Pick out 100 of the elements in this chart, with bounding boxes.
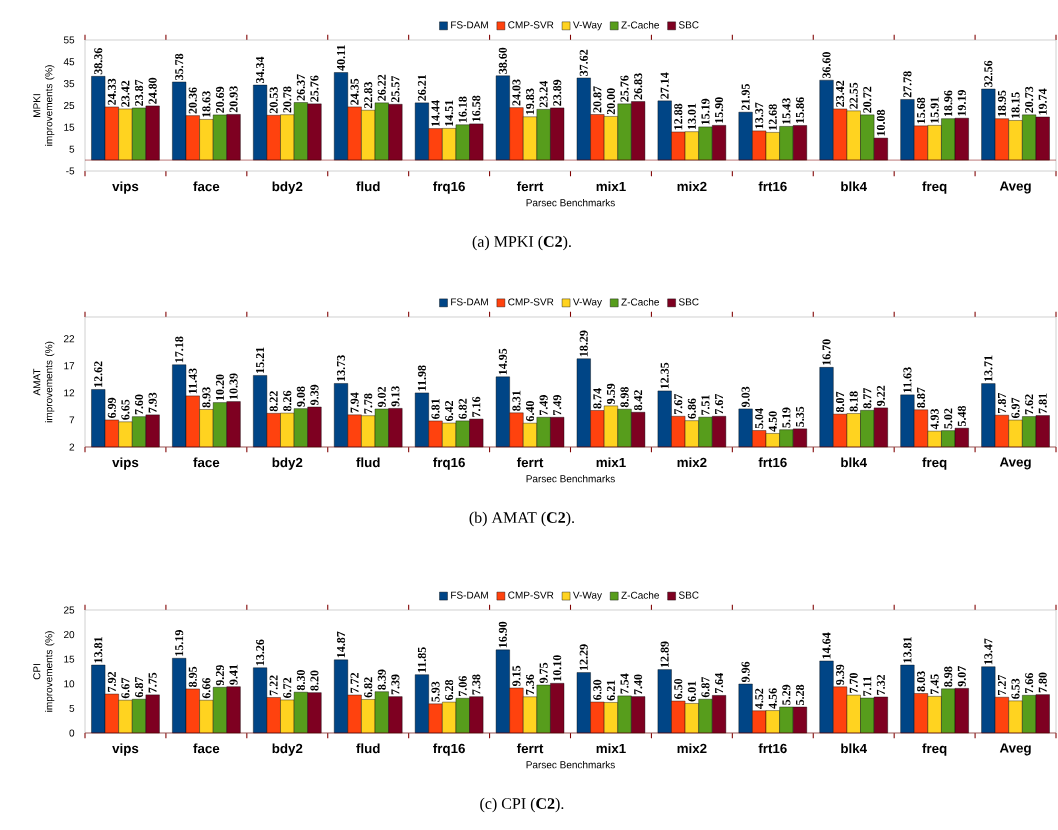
x-tick-label: mix1 — [596, 457, 626, 468]
data-label: 8.22 — [269, 391, 278, 412]
data-label: 10.10 — [553, 655, 562, 681]
data-label: 40.11 — [336, 45, 346, 71]
data-label: 5.04 — [755, 408, 764, 429]
data-label: 6.72 — [283, 677, 292, 698]
data-label: 9.22 — [876, 385, 885, 406]
data-label: 13.26 — [256, 639, 265, 666]
data-label: 7.81 — [1038, 393, 1047, 414]
data-label: 9.59 — [606, 383, 616, 404]
data-label: 25.76 — [310, 75, 319, 102]
data-label: 15.90 — [714, 97, 724, 123]
x-tick-label: Aveg — [999, 743, 1031, 756]
data-label: 8.98 — [944, 666, 953, 687]
data-label: 4.52 — [755, 688, 764, 709]
x-tick-label: flud — [356, 743, 380, 754]
y-tick-label: 55 — [63, 36, 75, 44]
data-label: 23.24 — [539, 80, 548, 108]
data-label: 5.35 — [795, 406, 805, 427]
data-label: 10.39 — [229, 373, 238, 399]
x-tick-label: ferrt — [516, 743, 544, 754]
data-label: 9.02 — [377, 386, 386, 408]
text: (b) AMAT (C2). — [469, 511, 574, 527]
data-label: 15.21 — [256, 347, 265, 373]
x-tick-label: ferrt — [516, 457, 544, 468]
data-label: 8.87 — [916, 387, 926, 408]
data-label: 5.02 — [944, 408, 953, 429]
data-label: 7.45 — [930, 674, 939, 695]
data-label: 6.99 — [107, 397, 116, 418]
data-label: 8.39 — [377, 669, 386, 690]
data-label: 13.47 — [984, 638, 993, 665]
data-label: 6.86 — [687, 398, 696, 419]
data-label: 6.01 — [687, 681, 696, 702]
data-label: 20.72 — [863, 86, 872, 113]
x-tick-label: Aveg — [999, 457, 1031, 470]
data-label: 6.82 — [364, 677, 373, 698]
y-tick-label: 25 — [63, 606, 75, 614]
data-label: 23.87 — [134, 79, 144, 106]
data-label: 7.64 — [715, 673, 724, 694]
data-label: 9.96 — [741, 661, 750, 683]
data-label: 24.33 — [107, 78, 116, 105]
x-tick-label: frq16 — [433, 457, 465, 470]
data-label: 6.21 — [606, 680, 616, 701]
data-label: 6.97 — [1011, 397, 1020, 419]
x-tick-label: blk4 — [841, 743, 867, 754]
data-label: 6.81 — [431, 398, 440, 419]
data-label: 14.44 — [431, 100, 440, 126]
data-label: 18.96 — [944, 90, 953, 117]
data-label: 7.22 — [269, 675, 278, 696]
data-label: 10.20 — [215, 374, 225, 401]
y-tick-label: 35 — [63, 80, 75, 88]
data-label: 25.76 — [620, 75, 629, 102]
data-label: 20.87 — [593, 86, 602, 113]
data-label: 7.66 — [1025, 673, 1034, 694]
legend-label: SBC — [678, 21, 699, 29]
data-label: 7.70 — [849, 672, 858, 693]
data-label: 6.66 — [202, 677, 211, 699]
x-tick-label: freq — [922, 181, 947, 194]
legend-label: Z-Cache — [621, 21, 659, 29]
legend-label: CMP-SVR — [508, 298, 554, 306]
data-label: 26.83 — [634, 73, 643, 100]
data-label: 6.87 — [134, 676, 144, 698]
data-label: 12.89 — [660, 641, 669, 668]
x-tick-label: flud — [356, 457, 380, 468]
data-label: 13.37 — [755, 102, 764, 129]
y-tick-label: 2 — [69, 443, 75, 451]
data-label: 14.51 — [445, 100, 454, 126]
y-tick-label: 20 — [63, 631, 75, 639]
data-label: 16.58 — [472, 95, 481, 122]
data-label: 9.75 — [539, 662, 548, 684]
data-label: 17.18 — [175, 336, 184, 363]
x-tick-label: blk4 — [841, 457, 867, 468]
data-label: 7.87 — [997, 392, 1007, 413]
data-label: 38.60 — [498, 47, 507, 74]
data-label: 10.08 — [876, 109, 885, 136]
data-label: 24.80 — [148, 77, 157, 104]
data-label: 8.30 — [296, 670, 305, 691]
data-label: 18.29 — [579, 330, 588, 357]
x-tick-label: flud — [356, 181, 380, 192]
x-tick-label: face — [193, 457, 220, 468]
data-label: 8.03 — [916, 671, 926, 692]
data-label: 7.38 — [472, 674, 481, 695]
legend-label: CMP-SVR — [508, 591, 554, 599]
data-label: 7.92 — [107, 671, 116, 692]
data-label: 4.93 — [930, 408, 939, 430]
data-label: 6.87 — [701, 676, 710, 698]
data-label: 14.95 — [498, 348, 507, 375]
data-label: 24.35 — [350, 78, 359, 105]
x-tick-label: freq — [922, 743, 947, 756]
x-tick-label: mix1 — [596, 743, 626, 754]
data-label: 18.15 — [1011, 92, 1020, 118]
data-label: 14.64 — [822, 632, 831, 659]
x-tick-label: mix1 — [596, 181, 626, 192]
data-label: 5.93 — [431, 681, 440, 702]
data-label: 23.42 — [121, 80, 130, 107]
data-label: 8.77 — [863, 388, 872, 409]
legend-label: FS-DAM — [451, 591, 488, 599]
data-label: 7.62 — [1025, 394, 1034, 415]
data-label: 20.36 — [188, 87, 197, 114]
data-label: 8.18 — [849, 391, 858, 412]
